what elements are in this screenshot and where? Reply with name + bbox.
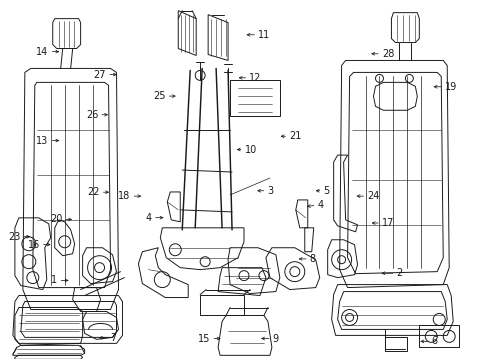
Text: 28: 28 — [381, 49, 393, 59]
Text: 15: 15 — [198, 333, 210, 343]
Text: 16: 16 — [28, 239, 40, 249]
Text: 8: 8 — [309, 254, 315, 264]
Text: 5: 5 — [323, 186, 329, 196]
Text: 10: 10 — [244, 144, 256, 154]
Text: 3: 3 — [267, 186, 273, 196]
Text: 23: 23 — [8, 232, 20, 242]
Text: 2: 2 — [396, 268, 402, 278]
Text: 4: 4 — [317, 200, 323, 210]
Text: 26: 26 — [86, 110, 98, 120]
Text: 6: 6 — [431, 336, 437, 346]
Text: 11: 11 — [258, 30, 270, 40]
Text: 12: 12 — [249, 73, 261, 83]
Text: 22: 22 — [87, 187, 100, 197]
Text: 1: 1 — [51, 275, 57, 285]
Text: 20: 20 — [50, 215, 62, 224]
Text: 25: 25 — [153, 91, 165, 101]
Text: 4: 4 — [145, 213, 152, 222]
Text: 24: 24 — [366, 191, 379, 201]
Text: 27: 27 — [93, 69, 106, 80]
Text: 13: 13 — [36, 136, 49, 145]
Text: 17: 17 — [381, 218, 393, 228]
Text: 9: 9 — [272, 333, 278, 343]
Text: 7: 7 — [110, 333, 116, 343]
Text: 14: 14 — [36, 46, 49, 57]
Text: 21: 21 — [289, 131, 301, 141]
Text: 18: 18 — [118, 191, 130, 201]
Text: 19: 19 — [444, 82, 457, 92]
